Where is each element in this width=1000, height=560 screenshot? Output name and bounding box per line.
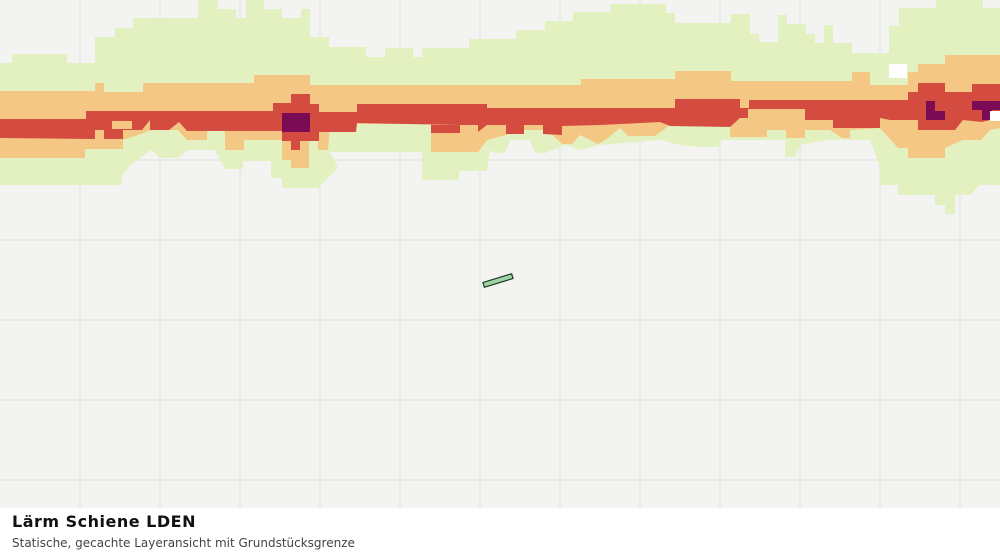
- noise-zone-high: [0, 83, 1000, 150]
- layer-subtitle: Statische, gecachte Layeransicht mit Gru…: [12, 536, 355, 550]
- layer-title: Lärm Schiene LDEN: [12, 512, 196, 531]
- noise-zone-very-high: [282, 64, 1000, 132]
- parcel-boundary: [482, 272, 514, 289]
- map: [0, 0, 1000, 508]
- caption: Lärm Schiene LDEN Statische, gecachte La…: [12, 512, 988, 550]
